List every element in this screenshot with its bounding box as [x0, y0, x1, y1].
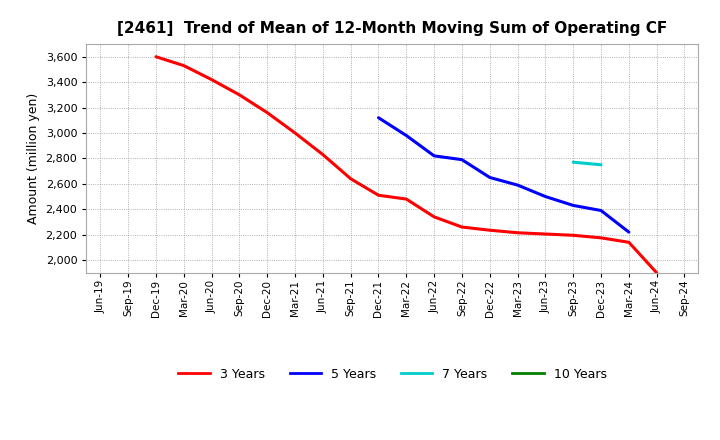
Y-axis label: Amount (million yen): Amount (million yen) [27, 93, 40, 224]
Legend: 3 Years, 5 Years, 7 Years, 10 Years: 3 Years, 5 Years, 7 Years, 10 Years [174, 363, 611, 385]
Title: [2461]  Trend of Mean of 12-Month Moving Sum of Operating CF: [2461] Trend of Mean of 12-Month Moving … [117, 21, 667, 36]
